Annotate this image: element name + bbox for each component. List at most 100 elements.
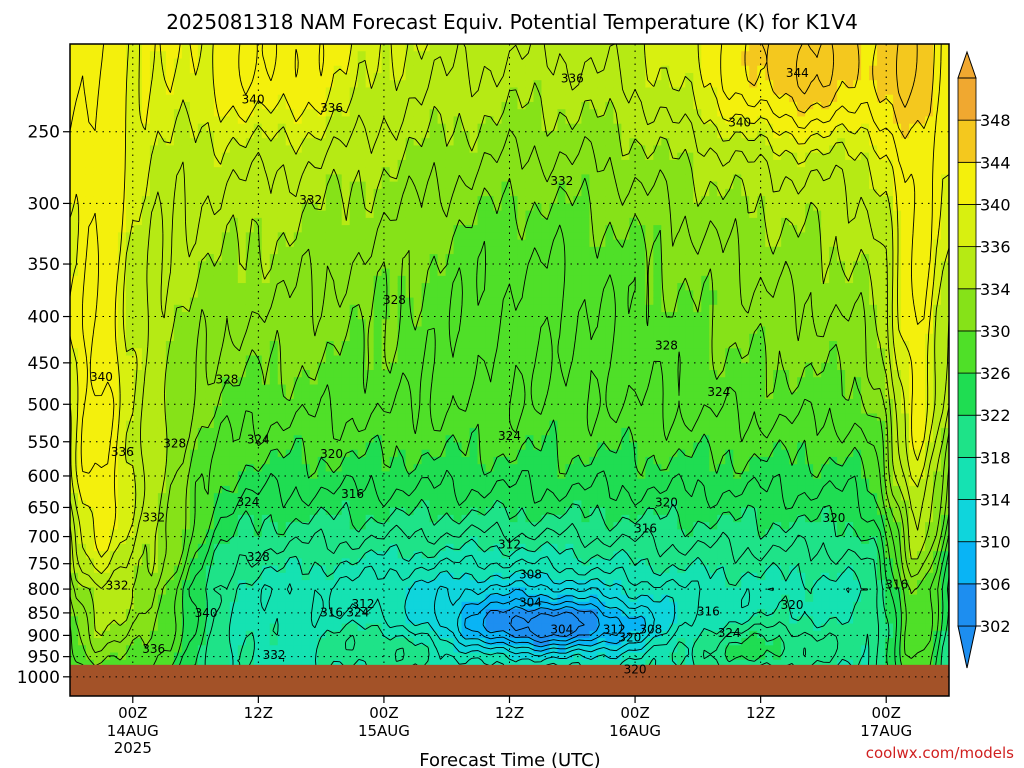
contour-line-306	[457, 588, 647, 652]
colorbar-label: 314	[980, 491, 1011, 510]
grid-lines	[70, 44, 949, 696]
x-tick-sublabel: 17AUG	[860, 722, 912, 740]
contour-line-316	[202, 521, 891, 696]
contour-label: 308	[519, 568, 542, 582]
colorbar-swatch	[957, 372, 977, 416]
contour-label: 316	[697, 605, 720, 619]
y-tick-label: 400	[28, 308, 60, 328]
y-axis: 2503003504004505005506006507007508008509…	[17, 123, 70, 688]
contour-label: 332	[106, 579, 129, 593]
credit-text: coolwx.com/models	[866, 744, 1014, 762]
colorbar-extend-high	[957, 50, 977, 79]
contour-label: 304	[519, 596, 542, 610]
contour-label: 324	[247, 432, 270, 446]
contour-label: 340	[90, 370, 113, 384]
contour-label: 320	[320, 447, 343, 461]
contour-label: 340	[242, 92, 265, 106]
contour-label: 304	[550, 622, 573, 636]
contour-label: 328	[216, 373, 239, 387]
contour-line-340	[744, 44, 935, 140]
colorbar-label: 336	[980, 238, 1011, 257]
colorbar: 302 306 310 314 318 322 326 330 334 336 340 344 348	[957, 50, 1011, 669]
contour-label: 324	[346, 605, 369, 619]
contour-line-330	[70, 82, 949, 637]
contour-label: 316	[885, 578, 908, 592]
contour-line-338	[70, 44, 942, 474]
contour-lines	[70, 44, 949, 696]
contour-label: 312	[498, 537, 521, 551]
contour-label: 316	[320, 605, 343, 619]
contour-line-336	[70, 44, 949, 558]
x-tick-label: 00Z	[620, 704, 649, 722]
y-tick-label: 550	[28, 433, 60, 453]
contour-line-332	[70, 44, 949, 589]
y-tick-label: 350	[28, 255, 60, 275]
contour-label: 308	[639, 622, 662, 636]
y-tick-label: 450	[28, 354, 60, 374]
colorbar-swatch	[957, 414, 977, 458]
contour-line-308	[433, 580, 656, 657]
contour-label: 344	[786, 66, 809, 80]
contour-label: 340	[195, 606, 218, 620]
contour-label: 324	[498, 429, 521, 443]
colorbar-label: 330	[980, 322, 1011, 341]
colorbar-swatch	[957, 119, 977, 163]
colorbar-swatch	[957, 456, 977, 500]
contour-label: 316	[634, 522, 657, 536]
contour-label: 328	[655, 338, 678, 352]
contour-line-328	[70, 129, 949, 654]
contour-line-324	[70, 224, 949, 689]
colorbar-swatch	[957, 161, 977, 205]
x-axis-label: Forecast Time (UTC)	[419, 750, 600, 768]
colorbar-swatch	[957, 204, 977, 248]
contour-label: 324	[236, 495, 259, 509]
ground-below-surface	[70, 664, 949, 696]
colorbar-label: 318	[980, 448, 1011, 467]
x-tick-label: 12Z	[244, 704, 273, 722]
contour-label: 312	[352, 597, 375, 611]
colorbar-swatch	[957, 541, 977, 585]
contour-line-322	[70, 419, 949, 696]
x-tick-sublabel: 2025	[114, 739, 152, 757]
contour-line-342	[795, 44, 918, 108]
contour-label: 320	[618, 631, 641, 645]
y-tick-label: 900	[28, 626, 60, 646]
colorbar-swatch	[957, 246, 977, 290]
y-tick-label: 1000	[17, 668, 60, 688]
contour-label: 320	[655, 495, 678, 509]
colorbar-swatch	[957, 499, 977, 543]
y-tick-label: 600	[28, 467, 60, 487]
colorbar-label: 306	[980, 575, 1011, 594]
y-tick-label: 800	[28, 580, 60, 600]
colorbar-swatch	[957, 330, 977, 374]
contour-line-310	[404, 569, 676, 663]
contour-label: 324	[718, 626, 741, 640]
x-tick-label: 00Z	[118, 704, 147, 722]
colorbar-swatch	[957, 77, 977, 121]
x-tick-sublabel: 16AUG	[609, 722, 661, 740]
contour-label: 332	[263, 648, 286, 662]
contour-label: 324	[707, 385, 730, 399]
contour-label: 336	[320, 101, 343, 115]
y-tick-label: 250	[28, 123, 60, 143]
colorbar-swatch	[957, 583, 977, 627]
y-tick-label: 850	[28, 604, 60, 624]
contour-label: 328	[383, 293, 406, 307]
contour-line-304	[464, 598, 623, 648]
contour-line-334	[70, 44, 949, 575]
x-tick-label: 00Z	[369, 704, 398, 722]
contour-line-318	[177, 498, 949, 696]
contour-label: 320	[822, 511, 845, 525]
colorbar-label: 326	[980, 364, 1011, 383]
y-tick-label: 950	[28, 648, 60, 668]
x-tick-label: 12Z	[746, 704, 775, 722]
colorbar-label: 334	[980, 280, 1011, 299]
colorbar-label: 302	[980, 617, 1011, 636]
contour-label: 332	[299, 193, 322, 207]
colorbar-extend-low	[957, 625, 977, 669]
contour-label: 320	[781, 598, 804, 612]
chart-title: 2025081318 NAM Forecast Equiv. Potential…	[166, 10, 858, 34]
